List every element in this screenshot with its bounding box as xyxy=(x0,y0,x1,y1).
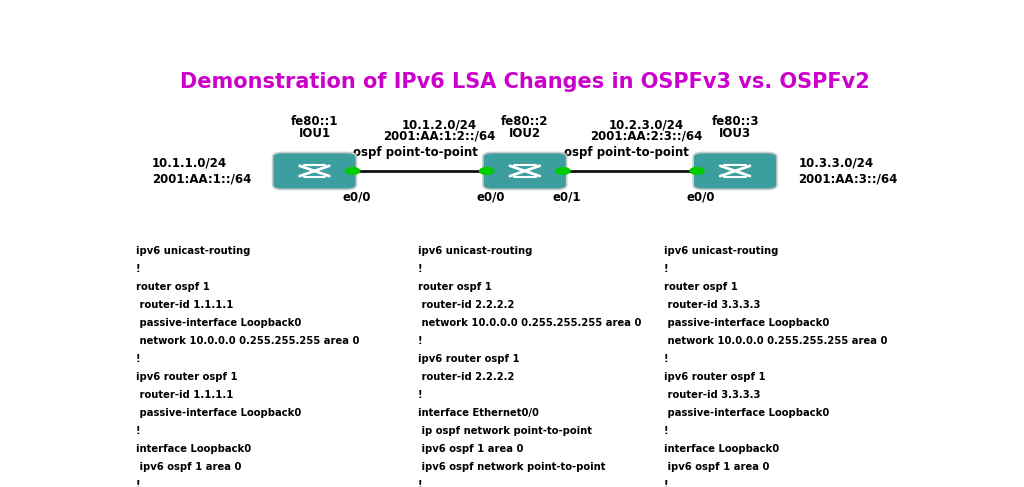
Text: network 10.0.0.0 0.255.255.255 area 0: network 10.0.0.0 0.255.255.255 area 0 xyxy=(136,336,359,346)
Text: ip ospf network point-to-point: ip ospf network point-to-point xyxy=(418,426,592,436)
FancyBboxPatch shape xyxy=(483,152,566,189)
Text: 2001:AA:2:3::/64: 2001:AA:2:3::/64 xyxy=(590,130,702,143)
Circle shape xyxy=(690,168,705,174)
Text: 10.2.3.0/24: 10.2.3.0/24 xyxy=(608,118,683,131)
Text: router ospf 1: router ospf 1 xyxy=(418,282,492,292)
Text: ipv6 ospf 1 area 0: ipv6 ospf 1 area 0 xyxy=(664,462,769,472)
Text: 10.1.2.0/24: 10.1.2.0/24 xyxy=(402,118,477,131)
Text: router-id 3.3.3.3: router-id 3.3.3.3 xyxy=(664,300,760,310)
Text: interface Loopback0: interface Loopback0 xyxy=(664,444,779,454)
Text: interface Loopback0: interface Loopback0 xyxy=(136,444,251,454)
Text: e0/0: e0/0 xyxy=(342,190,371,204)
Text: ipv6 ospf 1 area 0: ipv6 ospf 1 area 0 xyxy=(418,444,523,454)
Text: 2001:AA:1::/64: 2001:AA:1::/64 xyxy=(152,173,251,186)
Text: e0/1: e0/1 xyxy=(553,190,581,204)
Text: ospf point-to-point: ospf point-to-point xyxy=(563,146,688,159)
Text: !: ! xyxy=(664,480,669,487)
Text: !: ! xyxy=(136,264,140,274)
Text: fe80::3: fe80::3 xyxy=(712,115,759,128)
Text: !: ! xyxy=(136,480,140,487)
Text: router ospf 1: router ospf 1 xyxy=(136,282,210,292)
Text: ipv6 router ospf 1: ipv6 router ospf 1 xyxy=(136,372,238,382)
Text: 10.1.1.0/24: 10.1.1.0/24 xyxy=(152,156,227,169)
Text: passive-interface Loopback0: passive-interface Loopback0 xyxy=(664,408,829,418)
Text: !: ! xyxy=(664,354,669,364)
Text: passive-interface Loopback0: passive-interface Loopback0 xyxy=(136,408,301,418)
Text: !: ! xyxy=(418,264,422,274)
Text: ipv6 unicast-routing: ipv6 unicast-routing xyxy=(664,246,778,256)
Text: !: ! xyxy=(664,426,669,436)
Text: e0/0: e0/0 xyxy=(687,190,715,204)
Text: !: ! xyxy=(418,390,422,400)
Text: router-id 1.1.1.1: router-id 1.1.1.1 xyxy=(136,300,233,310)
Text: e0/0: e0/0 xyxy=(476,190,505,204)
Text: interface Ethernet0/0: interface Ethernet0/0 xyxy=(418,408,539,418)
Text: !: ! xyxy=(136,354,140,364)
Text: ipv6 ospf network point-to-point: ipv6 ospf network point-to-point xyxy=(418,462,605,472)
Circle shape xyxy=(479,168,494,174)
Text: ipv6 unicast-routing: ipv6 unicast-routing xyxy=(418,246,532,256)
Text: fe80::2: fe80::2 xyxy=(501,115,549,128)
Text: passive-interface Loopback0: passive-interface Loopback0 xyxy=(664,318,829,328)
Text: router-id 2.2.2.2: router-id 2.2.2.2 xyxy=(418,372,514,382)
Text: 2001:AA:1:2::/64: 2001:AA:1:2::/64 xyxy=(383,130,496,143)
Text: passive-interface Loopback0: passive-interface Loopback0 xyxy=(136,318,301,328)
FancyBboxPatch shape xyxy=(272,152,356,189)
Text: IOU2: IOU2 xyxy=(509,127,541,140)
Text: !: ! xyxy=(664,264,669,274)
FancyBboxPatch shape xyxy=(693,152,777,189)
Text: router-id 1.1.1.1: router-id 1.1.1.1 xyxy=(136,390,233,400)
Text: !: ! xyxy=(418,480,422,487)
Text: 10.3.3.0/24: 10.3.3.0/24 xyxy=(799,156,873,169)
Text: !: ! xyxy=(136,426,140,436)
Text: IOU1: IOU1 xyxy=(298,127,331,140)
Text: ospf point-to-point: ospf point-to-point xyxy=(353,146,478,159)
Text: 2001:AA:3::/64: 2001:AA:3::/64 xyxy=(799,173,898,186)
Text: ipv6 router ospf 1: ipv6 router ospf 1 xyxy=(664,372,765,382)
Text: network 10.0.0.0 0.255.255.255 area 0: network 10.0.0.0 0.255.255.255 area 0 xyxy=(418,318,641,328)
Text: IOU3: IOU3 xyxy=(719,127,752,140)
Text: Demonstration of IPv6 LSA Changes in OSPFv3 vs. OSPFv2: Demonstration of IPv6 LSA Changes in OSP… xyxy=(180,72,869,92)
Text: router ospf 1: router ospf 1 xyxy=(664,282,737,292)
Text: fe80::1: fe80::1 xyxy=(291,115,338,128)
Circle shape xyxy=(345,168,359,174)
Text: ipv6 router ospf 1: ipv6 router ospf 1 xyxy=(418,354,519,364)
Text: network 10.0.0.0 0.255.255.255 area 0: network 10.0.0.0 0.255.255.255 area 0 xyxy=(664,336,887,346)
Text: router-id 2.2.2.2: router-id 2.2.2.2 xyxy=(418,300,514,310)
Text: router-id 3.3.3.3: router-id 3.3.3.3 xyxy=(664,390,760,400)
Text: !: ! xyxy=(418,336,422,346)
Text: ipv6 ospf 1 area 0: ipv6 ospf 1 area 0 xyxy=(136,462,242,472)
Circle shape xyxy=(556,168,570,174)
Text: ipv6 unicast-routing: ipv6 unicast-routing xyxy=(136,246,250,256)
